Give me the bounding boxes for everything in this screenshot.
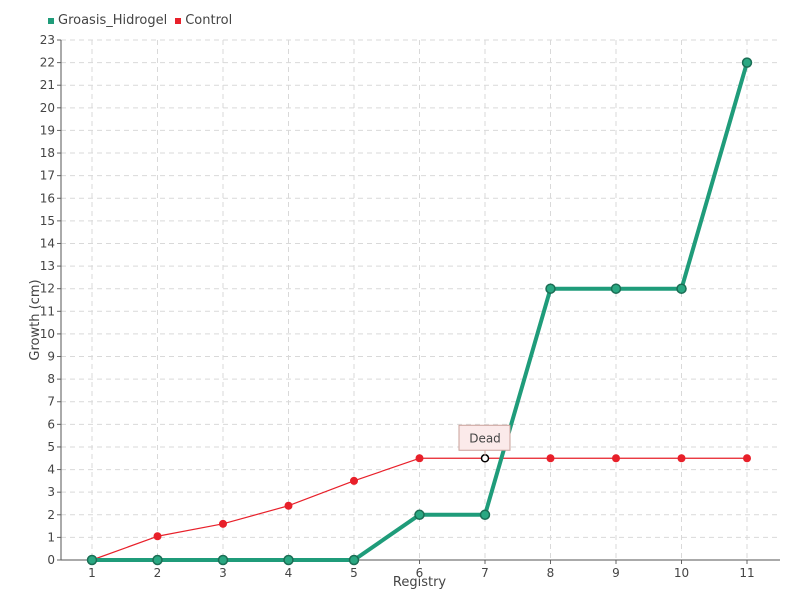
data-point	[612, 454, 620, 463]
data-point	[152, 554, 163, 566]
y-tick-label: 0	[47, 553, 55, 567]
y-tick-label: 23	[40, 33, 55, 47]
data-point	[219, 519, 227, 528]
legend-label-groasis: Groasis_Hidrogel	[58, 13, 168, 28]
legend-label-control: Control	[185, 13, 233, 28]
x-tick-label: 8	[547, 566, 555, 580]
data-point	[415, 454, 424, 463]
x-tick-label: 7	[481, 566, 489, 580]
data-point	[677, 454, 686, 463]
y-tick-label: 22	[40, 56, 55, 70]
legend-swatch-control	[175, 17, 182, 24]
data-point	[546, 454, 555, 463]
data-point	[86, 554, 98, 566]
y-tick-label: 7	[47, 395, 55, 409]
x-axis-title: Registry	[393, 575, 447, 590]
x-tick-label: 9	[612, 566, 620, 580]
y-tick-label: 4	[47, 463, 55, 477]
data-point	[283, 554, 294, 566]
annotation-marker	[480, 454, 490, 463]
x-tick-label: 3	[219, 566, 227, 580]
y-tick-label: 12	[40, 282, 55, 296]
data-point	[348, 554, 360, 566]
y-tick-label: 17	[40, 169, 55, 183]
y-tick-label: 18	[40, 146, 55, 160]
annotation-dead: Dead	[458, 424, 511, 463]
data-point	[414, 509, 425, 521]
legend: Groasis_Hidrogel Control	[48, 13, 232, 28]
x-tick-label: 11	[739, 566, 754, 580]
legend-item-groasis[interactable]: Groasis_Hidrogel	[48, 13, 167, 28]
y-tick-label: 16	[40, 191, 55, 205]
y-tick-label: 9	[47, 350, 55, 364]
y-tick-label: 5	[47, 440, 55, 454]
y-tick-label: 6	[47, 417, 55, 431]
x-tick-label: 10	[674, 566, 689, 580]
y-tick-label: 21	[40, 78, 55, 92]
data-point	[153, 532, 162, 541]
y-tick-label: 2	[47, 508, 55, 522]
y-tick-label: 19	[40, 123, 55, 137]
y-tick-label: 1	[47, 530, 55, 544]
y-tick-label: 20	[40, 101, 55, 115]
x-tick-label: 5	[350, 566, 358, 580]
legend-item-control[interactable]: Control	[175, 13, 232, 28]
y-tick-label: 8	[47, 372, 55, 386]
annotation-box	[458, 424, 511, 451]
data-point	[284, 501, 293, 510]
data-point	[479, 509, 491, 521]
y-tick-label: 13	[40, 259, 55, 273]
x-tick-label: 6	[416, 566, 424, 580]
data-point	[743, 454, 751, 463]
data-point	[741, 57, 753, 68]
legend-swatch-groasis	[48, 17, 54, 24]
data-point	[217, 554, 229, 566]
y-tick-label: 11	[40, 304, 55, 318]
data-point	[610, 283, 622, 294]
y-tick-label: 14	[40, 236, 55, 250]
x-tick-label: 2	[154, 566, 162, 580]
x-tick-label: 1	[88, 566, 96, 580]
y-axis-title: Growth (cm)	[28, 279, 43, 360]
series-groasis-hidrogel	[86, 57, 753, 566]
y-tick-label: 10	[40, 327, 55, 341]
y-tick-label: 3	[47, 485, 55, 499]
y-tick-label: 15	[40, 214, 55, 228]
x-tick-label: 4	[285, 566, 293, 580]
data-point	[545, 283, 556, 294]
annotation-label: Dead	[469, 431, 501, 445]
data-point	[350, 476, 358, 485]
data-point	[676, 283, 687, 294]
